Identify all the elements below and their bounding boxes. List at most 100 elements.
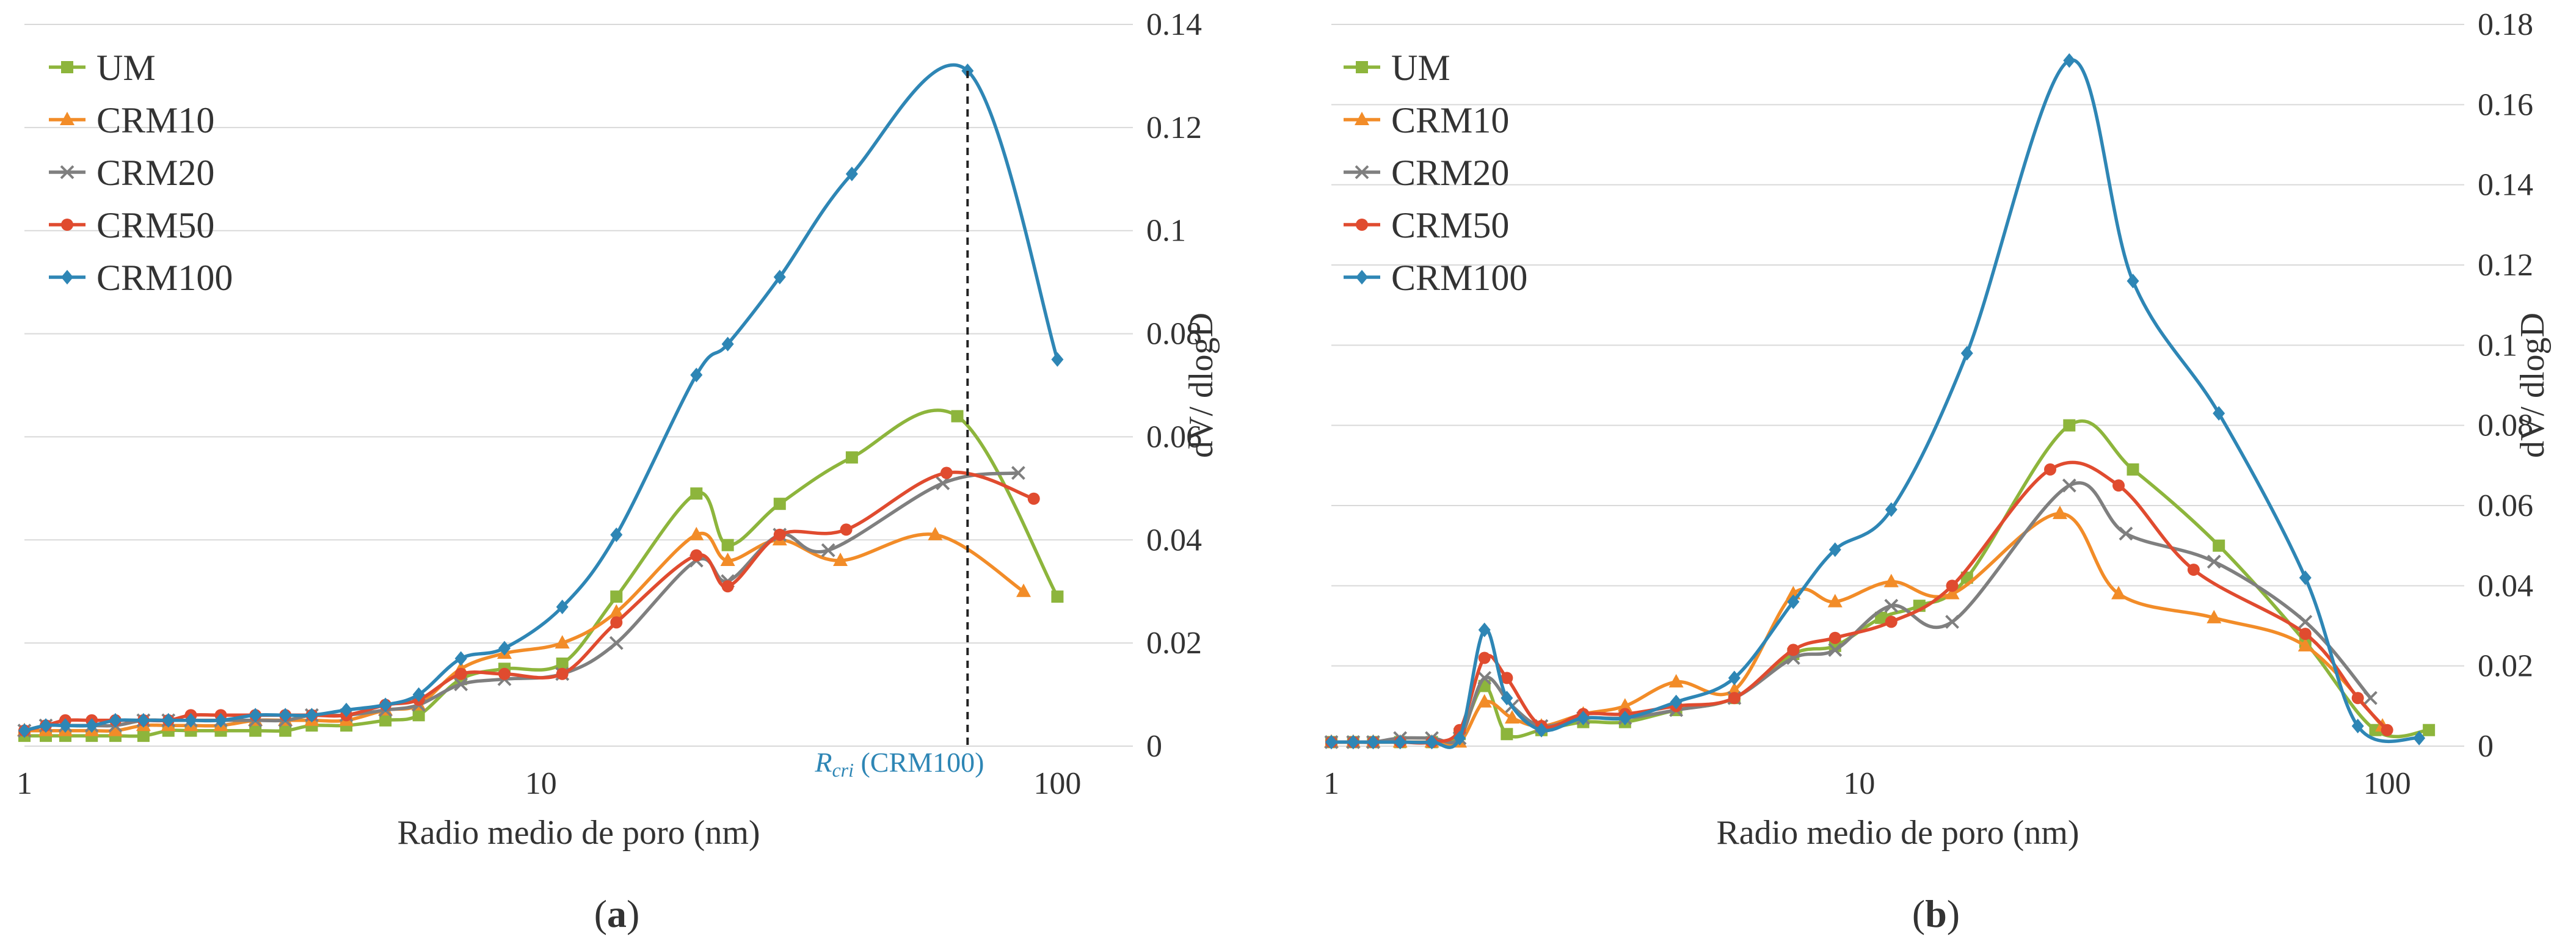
series-line-crm50 (24, 470, 1035, 733)
x-tick-label: 10 (525, 766, 557, 801)
data-point (2298, 637, 2313, 651)
series-line-crm10 (24, 531, 1025, 733)
data-point (773, 498, 786, 510)
panel-label: (a) (594, 892, 640, 935)
data-point (2351, 692, 2364, 705)
legend-marker (60, 165, 75, 180)
data-point (2351, 719, 2364, 734)
legend-marker (61, 270, 73, 285)
legend-label: CRM100 (96, 258, 233, 298)
y-tick-label: 0 (2478, 729, 2494, 764)
data-point (137, 713, 150, 728)
legend-item-crm100: CRM100 (49, 258, 233, 298)
data-point (2187, 564, 2200, 576)
data-point (2063, 419, 2076, 432)
data-point (720, 553, 735, 567)
data-point (1828, 631, 1841, 644)
data-point (1501, 691, 1513, 706)
data-point (721, 539, 734, 551)
data-point (1394, 735, 1406, 750)
data-point (1454, 730, 1466, 746)
data-point (305, 708, 318, 723)
data-point (412, 709, 425, 722)
series-line-crm50 (1331, 460, 2389, 745)
data-point (1535, 722, 1548, 738)
series-markers-crm20 (17, 466, 1025, 738)
data-point (59, 718, 71, 733)
data-point (107, 722, 123, 736)
gridlines (24, 24, 1133, 747)
data-point (1728, 692, 1741, 705)
x-axis-title: Radio medio de poro (nm) (397, 814, 760, 852)
y-tick-label: 0.08 (1146, 317, 1202, 352)
data-point (2213, 405, 2225, 421)
data-point (18, 723, 31, 738)
data-point (2207, 554, 2221, 569)
y-tick-label: 0.14 (2478, 168, 2533, 203)
data-point (498, 667, 511, 680)
data-point (840, 523, 853, 536)
data-point (845, 166, 858, 181)
data-point (249, 708, 262, 723)
data-point (721, 336, 734, 352)
data-point (610, 616, 623, 629)
legend-marker (1356, 61, 1368, 73)
data-point (610, 527, 623, 542)
y-tick-label: 0.08 (2478, 408, 2533, 443)
y-tick-label: 0.04 (1146, 523, 1202, 557)
legend-label: CRM10 (1391, 100, 1509, 140)
data-point (2111, 586, 2127, 600)
legend-label: CRM20 (1391, 153, 1509, 193)
data-point (109, 713, 122, 728)
data-point (1478, 651, 1491, 664)
data-point (2299, 628, 2312, 640)
legend-item-crm100: CRM100 (1344, 258, 1527, 298)
data-point (2363, 691, 2378, 705)
x-tick-labels: 1 10 100 (16, 766, 1081, 801)
series-markers-crm100 (1325, 53, 2426, 750)
series-group (1324, 53, 2436, 750)
data-point (1828, 542, 1841, 557)
data-point (2207, 609, 2222, 623)
legend-item-um: UM (1344, 48, 1450, 88)
y-tick-label: 0.1 (1146, 214, 1186, 249)
data-point (1504, 710, 1519, 724)
y-axis-title: dV/ dlogD (1182, 313, 1220, 458)
data-point (1425, 735, 1438, 750)
data-point (454, 651, 467, 666)
data-point (379, 714, 392, 727)
legend-item-um: UM (49, 48, 156, 88)
data-point (1668, 673, 1684, 688)
legend-item-crm50: CRM50 (1344, 205, 1509, 245)
data-point (928, 526, 943, 540)
legend-marker (60, 112, 75, 125)
data-point (1875, 611, 1888, 624)
data-point (1884, 598, 1899, 613)
series-markers-crm10 (17, 526, 1031, 736)
data-point (1728, 670, 1741, 686)
data-point (1011, 466, 1025, 480)
x-tick-label: 100 (1033, 766, 1081, 801)
critical-radius-annotation: Rcri (CRM100) (814, 70, 984, 781)
data-point (498, 640, 511, 656)
legend-item-crm10: CRM10 (49, 100, 214, 140)
data-point (609, 604, 624, 618)
data-point (1945, 586, 1960, 600)
data-point (2112, 479, 2125, 492)
data-point (2299, 570, 2312, 586)
data-point (454, 677, 468, 692)
data-point (1828, 642, 1843, 657)
legend-item-crm20: CRM20 (49, 153, 214, 193)
legend-label: CRM100 (1391, 258, 1527, 298)
data-point (2413, 730, 2426, 746)
y-tick-labels: 0 0.02 0.04 0.06 0.08 0.1 0.12 0.14 (1146, 7, 1202, 764)
legend-item-crm50: CRM50 (49, 205, 214, 245)
data-point (833, 553, 848, 567)
data-point (690, 549, 703, 562)
x-tick-label: 1 (16, 766, 32, 801)
legend-label: CRM10 (96, 100, 214, 140)
data-point (773, 269, 786, 285)
data-point (137, 730, 150, 742)
data-point (936, 476, 950, 490)
